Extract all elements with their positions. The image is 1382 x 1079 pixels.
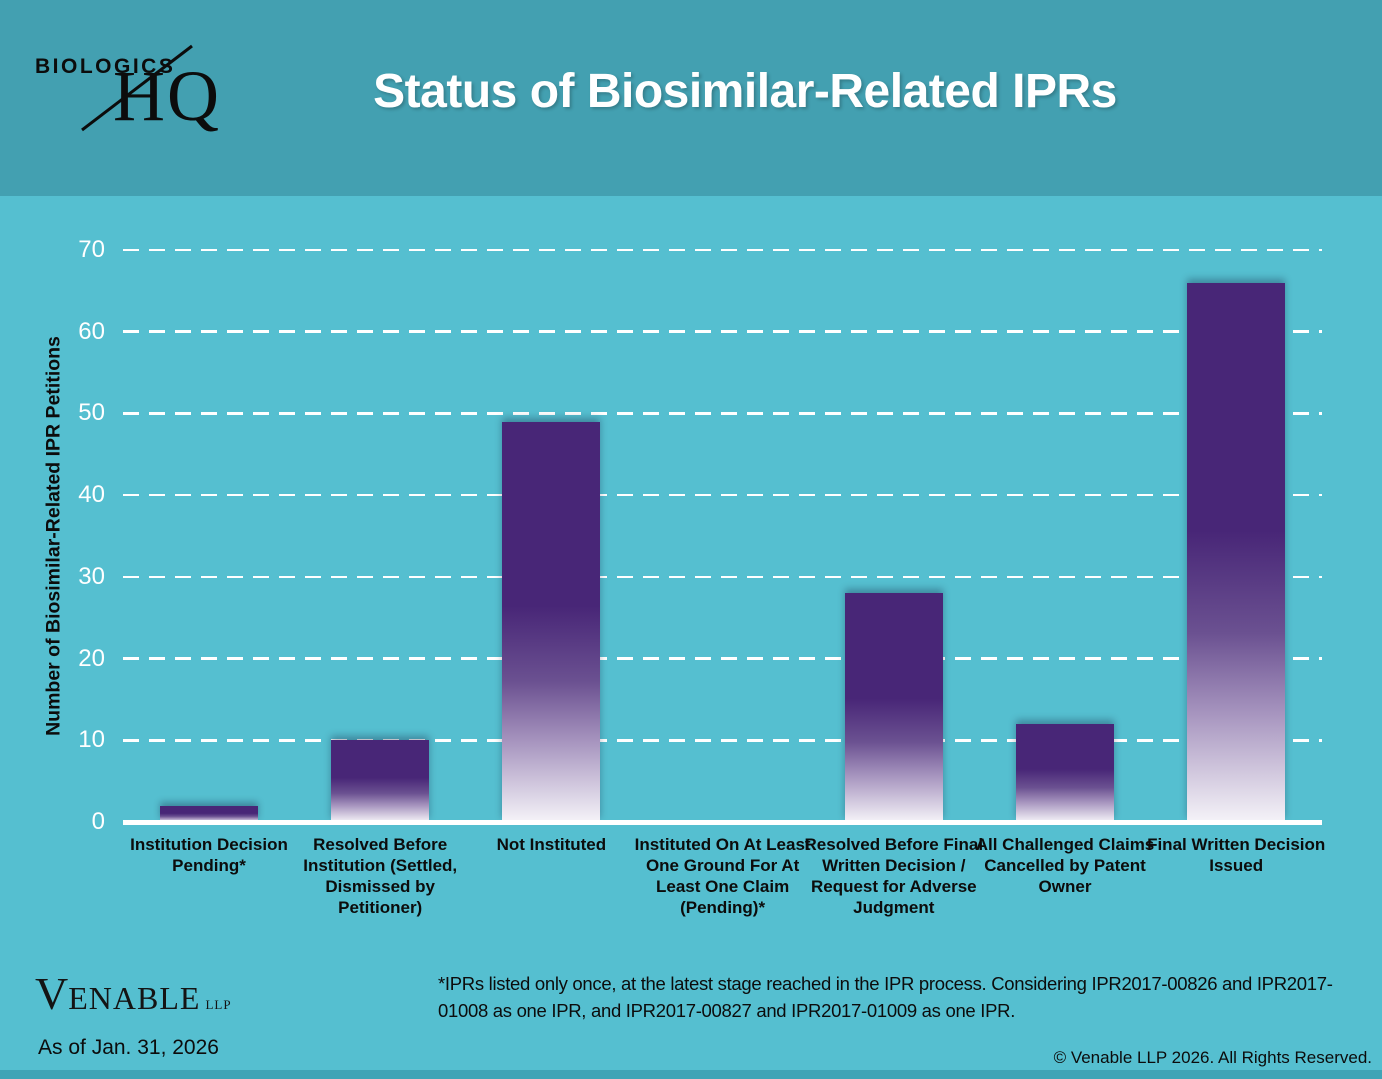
bar-6 xyxy=(1187,282,1286,822)
as-of-date: As of Jan. 31, 2026 xyxy=(38,1036,219,1059)
logo-hq-text: HQ xyxy=(113,56,221,136)
gridline-30 xyxy=(123,575,1322,579)
header-band: BIOLOGICS HQ Status of Biosimilar-Relate… xyxy=(0,0,1382,196)
y-tick-label-20: 20 xyxy=(78,644,105,672)
bar-0 xyxy=(160,805,258,822)
category-label-3: Instituted On At Least One Ground For At… xyxy=(634,835,811,917)
logo-slash-icon xyxy=(81,44,193,132)
category-label-1: Resolved Before Institution (Settled, Di… xyxy=(303,835,458,917)
biologicshq-logo: BIOLOGICS HQ xyxy=(0,0,270,170)
gridline-50 xyxy=(123,412,1322,415)
copyright-text: © Venable LLP 2026. All Rights Reserved. xyxy=(1053,1048,1372,1067)
y-tick-label-30: 30 xyxy=(78,562,105,590)
y-tick-label-50: 50 xyxy=(78,399,105,427)
venable-logo: V ENABLE LLP xyxy=(35,971,232,1017)
venable-logo-v: V xyxy=(35,968,69,1019)
gridline-10 xyxy=(123,739,1322,742)
gridline-40 xyxy=(123,493,1322,497)
bar-1 xyxy=(331,740,430,822)
category-label-4: Resolved Before Final Written Decision /… xyxy=(804,835,984,917)
gridline-20 xyxy=(123,657,1322,660)
y-tick-label-70: 70 xyxy=(78,236,105,264)
y-tick-label-60: 60 xyxy=(78,317,105,345)
y-tick-label-40: 40 xyxy=(78,481,105,509)
y-tick-label-0: 0 xyxy=(91,808,105,835)
category-label-0: Institution Decision Pending* xyxy=(130,835,288,875)
category-label-6: Final Written Decision Issued xyxy=(1147,835,1326,875)
category-label-2: Not Instituted xyxy=(496,835,607,854)
bar-5 xyxy=(1016,723,1114,822)
venable-logo-rest: ENABLE xyxy=(68,980,201,1016)
bar-2 xyxy=(502,421,601,822)
bottom-strip xyxy=(0,1070,1382,1079)
y-tick-label-10: 10 xyxy=(78,726,105,754)
bar-4 xyxy=(844,593,943,822)
venable-logo-llp: LLP xyxy=(205,997,232,1012)
x-axis-baseline xyxy=(123,820,1322,825)
logo-biologics-text: BIOLOGICS xyxy=(35,55,176,78)
gridline-70 xyxy=(123,248,1322,252)
category-label-5: All Challenged Claims Cancelled by Paten… xyxy=(975,835,1155,896)
footnote-text: *IPRs listed only once, at the latest st… xyxy=(438,973,1333,1021)
gridline-60 xyxy=(123,330,1322,333)
page-title: Status of Biosimilar-Related IPRs xyxy=(373,65,1117,118)
